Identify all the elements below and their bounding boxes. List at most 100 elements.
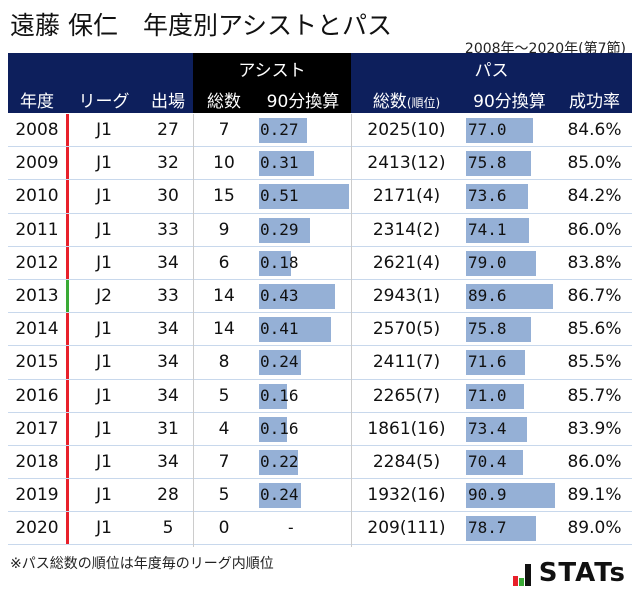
assist-total-cell: 9 [218,219,230,240]
assist-total-cell: 14 [213,285,235,306]
assist-per90-bar [259,483,302,509]
header-assist-total: 総数 [207,92,241,112]
league-cell: J1 [96,485,112,506]
league-cell: J1 [96,385,112,406]
table-row: 2016 J1 34 5 0.16 2265(7) 71.0 85.7% [8,379,632,413]
success-rate-cell: 83.9% [567,418,622,439]
year-cell: 2015 [15,352,59,373]
pass-per90-bar [466,449,523,475]
pass-per90-cell: 74.1 [468,219,507,239]
pass-per90-bar [466,283,554,309]
pass-per90-bar [466,383,524,409]
pass-per90-cell: 71.0 [468,385,507,405]
assist-per90-cell: 0.29 [260,219,299,239]
apps-cell: 34 [157,385,179,406]
header-league: リーグ [78,92,130,112]
table-row: 2008 J1 27 7 0.27 2025(10) 77.0 84.6% [8,114,632,148]
header-pass-group: パス [474,61,509,81]
assist-total-cell: 0 [218,518,230,539]
assist-per90-bar [259,416,288,442]
league-marker [66,147,69,180]
league-marker [66,346,69,379]
assist-per90-bar [259,449,298,475]
assist-per90-cell: 0.18 [260,252,299,272]
assist-per90-bar [259,151,314,177]
footnote: ※パス総数の順位は年度毎のリーグ内順位 [10,556,274,572]
stats-logo-text: STATs [538,558,626,588]
apps-cell: 31 [157,418,179,439]
pass-total-cell: 2413(12) [367,153,446,174]
divider [351,114,352,547]
assist-per90-bar [259,217,311,243]
year-cell: 2016 [15,385,59,406]
year-cell: 2012 [15,252,59,273]
league-marker [66,180,69,213]
league-marker [66,279,69,313]
pass-total-cell: 2265(7) [372,385,441,406]
apps-cell: 32 [157,153,179,174]
pass-per90-cell: 77.0 [468,120,507,139]
assist-header-block [193,53,351,113]
header-pass-total-label: 総数 [372,92,407,112]
league-marker [66,512,69,545]
header-pass-rank-label: (順位) [406,96,441,110]
pass-total-cell: 1861(16) [367,418,446,439]
year-cell: 2020 [15,518,59,539]
year-cell: 2008 [15,120,59,140]
pass-per90-cell: 79.0 [468,252,507,272]
league-marker [66,445,69,479]
assist-per90-bar [259,383,288,409]
pass-per90-bar [466,516,536,542]
assist-total-cell: 14 [213,319,235,340]
league-cell: J1 [96,319,112,340]
table-row: 2009 J1 32 10 0.31 2413(12) 75.8 85.0% [8,147,632,181]
league-cell: J1 [96,219,112,240]
table-row: 2018 J1 34 7 0.22 2284(5) 70.4 86.0% [8,445,632,480]
assist-per90-bar [259,283,335,309]
header-success-rate: 成功率 [569,92,620,112]
assist-total-cell: 8 [218,352,230,373]
league-marker [66,412,69,445]
pass-per90-bar [466,416,528,442]
table-body: 2008 J1 27 7 0.27 2025(10) 77.0 84.6% 200… [8,114,632,546]
league-cell: J1 [96,518,112,539]
table-row: 2011 J1 33 9 0.29 2314(2) 74.1 86.0% [8,213,632,247]
header-apps: 出場 [151,92,185,112]
pass-per90-bar [466,217,529,243]
apps-cell: 30 [157,186,179,207]
table-row: 2012 J1 34 6 0.18 2621(4) 79.0 83.8% [8,246,632,280]
assist-total-cell: 7 [218,451,230,472]
success-rate-cell: 85.7% [567,385,622,406]
pass-total-cell: 2411(7) [372,352,441,373]
pass-per90-cell: 73.4 [468,418,507,438]
apps-cell: 34 [157,352,179,373]
assist-per90-bar [259,317,332,343]
pass-total-cell: 2621(4) [372,252,441,273]
league-cell: J1 [96,352,112,373]
assist-per90-cell: 0.16 [260,418,299,438]
pass-total-cell: 2570(5) [372,319,441,340]
assist-per90-bar [259,350,302,376]
year-cell: 2017 [15,418,59,439]
pass-per90-bar [466,350,525,376]
apps-cell: 27 [157,120,179,140]
league-cell: J1 [96,153,112,174]
pass-total-cell: 2943(1) [372,285,441,306]
stats-logo: STATs [512,558,626,588]
assist-per90-cell: 0.51 [260,186,299,206]
assist-total-cell: 10 [213,153,235,174]
league-marker [66,114,69,147]
apps-cell: 5 [162,518,174,539]
success-rate-cell: 86.7% [567,285,622,306]
league-marker [66,379,69,412]
pass-total-cell: 2314(2) [372,219,441,240]
year-cell: 2010 [15,186,59,207]
divider [193,114,194,547]
year-cell: 2019 [15,485,59,506]
success-rate-cell: 86.0% [567,451,622,472]
pass-per90-cell: 78.7 [468,518,507,538]
pass-per90-bar [466,483,556,509]
league-cell: J1 [96,186,112,207]
success-rate-cell: 85.6% [567,319,622,340]
